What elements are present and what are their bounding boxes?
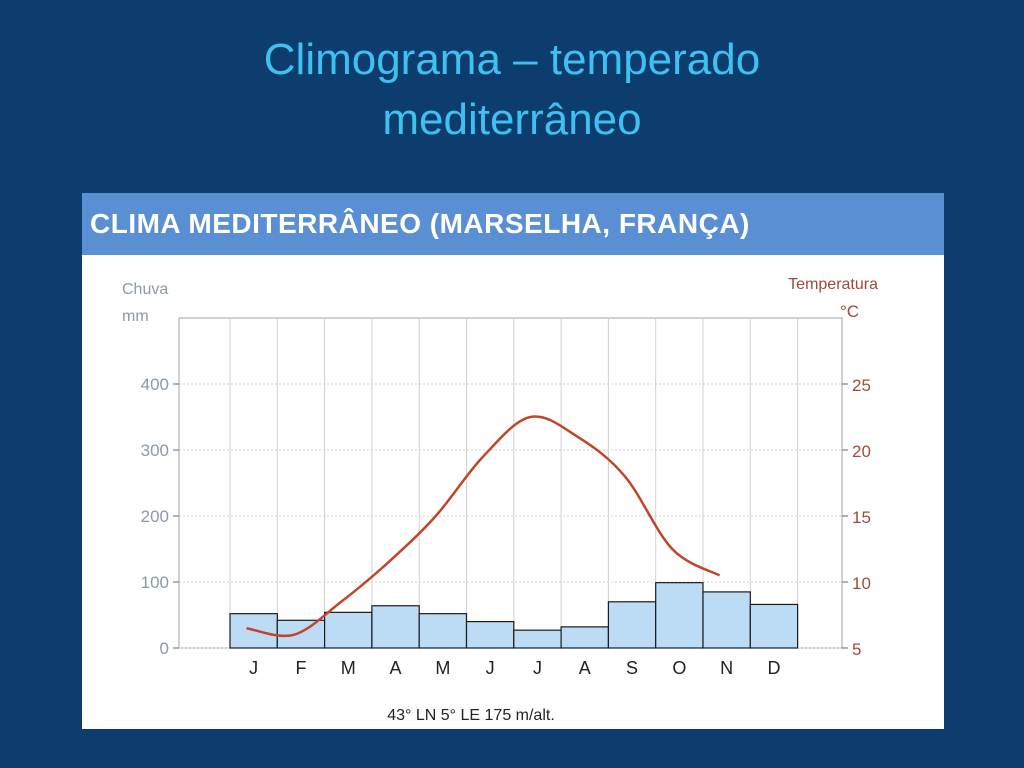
right-axis-tick-label: 15	[852, 508, 871, 527]
rain-bar	[276, 619, 326, 649]
chart-title: CLIMA MEDITERRÂNEO (MARSELHA, FRANÇA)	[90, 208, 750, 239]
category-label: M	[435, 658, 450, 678]
slide-title-line1: Climograma – temperado	[263, 35, 761, 84]
climograph-chart: 0 100 200 300 400 Chuva mm 5 10 15 20 25 Temperatura…	[122, 276, 878, 724]
chart-panel: CLIMA MEDITERRÂNEO (MARSELHA, FRANÇA) 0 1…	[82, 193, 944, 729]
category-label: D	[767, 658, 780, 678]
category-label: N	[720, 658, 733, 678]
rain-bar	[702, 591, 751, 649]
rain-bar	[655, 582, 704, 649]
left-axis-tick-label: 400	[141, 375, 169, 394]
rain-bar	[418, 613, 468, 649]
category-label: J	[249, 658, 258, 678]
category-label: S	[626, 658, 638, 678]
left-axis-tick-label: 100	[141, 573, 169, 592]
category-label: J	[486, 658, 495, 678]
right-axis-tick-label: 10	[852, 574, 871, 593]
left-axis-tick-label: 200	[141, 507, 169, 526]
right-axis-tick-label: 20	[852, 442, 871, 461]
right-axis-title: Temperatura	[788, 276, 878, 293]
left-axis-tick-label: 300	[141, 441, 169, 460]
slide-title: Climograma – temperado mediterrâneo	[0, 30, 1024, 150]
slide-title-line2: mediterrâneo	[382, 95, 642, 144]
left-axis-unit: mm	[122, 308, 149, 325]
right-axis-tick-label: 25	[852, 376, 871, 395]
rain-bar	[324, 611, 373, 649]
right-axis-tick-label: 5	[852, 640, 861, 659]
rain-bar	[560, 626, 610, 649]
chart-footnote: 43° LN 5° LE 175 m/alt.	[387, 707, 555, 724]
rain-bar	[749, 603, 799, 649]
category-label: M	[341, 658, 356, 678]
category-label: F	[295, 658, 306, 678]
category-label: O	[672, 658, 686, 678]
chart-banner: CLIMA MEDITERRÂNEO (MARSELHA, FRANÇA)	[82, 193, 944, 255]
left-axis-tick-label: 0	[160, 639, 169, 658]
temperature-line	[246, 415, 721, 638]
rain-bar	[607, 601, 657, 649]
category-label: J	[533, 658, 542, 678]
rain-bar	[371, 605, 420, 649]
rain-bar	[513, 629, 562, 649]
rain-bar	[465, 621, 515, 649]
category-label: A	[390, 658, 402, 678]
left-axis-title: Chuva	[122, 281, 168, 298]
right-axis-unit: °C	[840, 302, 859, 321]
category-label: A	[579, 658, 591, 678]
